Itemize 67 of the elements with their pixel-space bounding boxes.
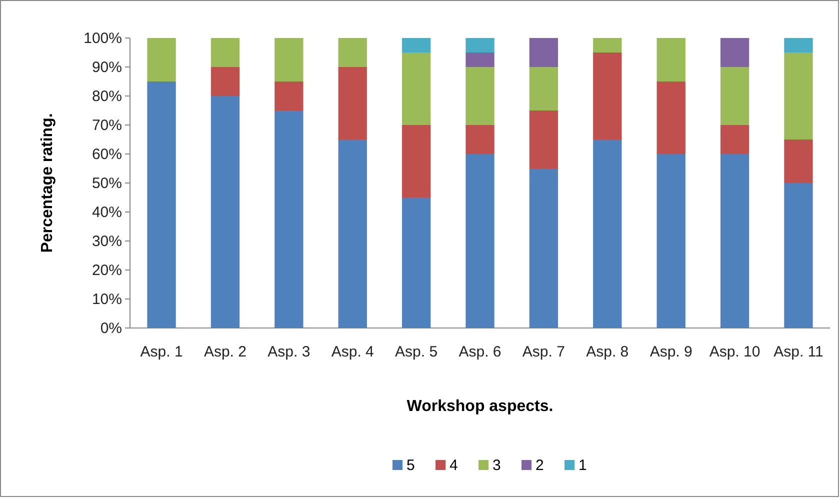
bar bbox=[720, 154, 750, 328]
bar bbox=[784, 140, 813, 183]
legend-label: 4 bbox=[450, 457, 458, 474]
bar bbox=[147, 82, 176, 328]
y-tick-label: 90% bbox=[92, 58, 122, 76]
y-tick-label: 20% bbox=[92, 262, 122, 279]
x-tick-label: Asp. 7 bbox=[522, 344, 565, 361]
legend-label: 2 bbox=[536, 457, 544, 474]
bar bbox=[529, 110, 558, 168]
bar bbox=[466, 52, 494, 67]
legend-label: 1 bbox=[578, 457, 587, 474]
x-tick-label: Asp. 10 bbox=[709, 344, 760, 361]
x-tick-label: Asp. 1 bbox=[140, 344, 183, 361]
bar bbox=[784, 38, 813, 52]
x-tick-label: Asp. 3 bbox=[268, 344, 310, 361]
bar bbox=[656, 154, 686, 328]
x-tick-label: Asp. 11 bbox=[774, 344, 824, 361]
y-axis-title: Percentage rating. bbox=[39, 113, 56, 253]
bar bbox=[720, 125, 750, 154]
bar bbox=[210, 38, 240, 67]
bar bbox=[784, 52, 813, 140]
bar bbox=[656, 82, 686, 154]
bar bbox=[147, 38, 176, 82]
bar bbox=[338, 140, 367, 328]
y-tick-label: 0% bbox=[100, 320, 122, 337]
bar bbox=[529, 38, 558, 67]
legend-label: 5 bbox=[406, 457, 415, 474]
bar bbox=[593, 38, 622, 52]
y-tick-label: 60% bbox=[92, 146, 122, 163]
x-tick-label: Asp. 9 bbox=[650, 344, 692, 361]
bar bbox=[274, 110, 304, 328]
bar bbox=[466, 38, 494, 52]
bar bbox=[338, 67, 367, 140]
bar bbox=[274, 38, 304, 82]
bar bbox=[210, 96, 240, 328]
bar bbox=[720, 67, 750, 125]
x-tick-label: Asp. 8 bbox=[586, 344, 629, 361]
x-tick-label: Asp. 5 bbox=[395, 344, 438, 361]
y-tick-label: 70% bbox=[92, 116, 122, 134]
bar bbox=[466, 125, 494, 154]
y-tick-label: 10% bbox=[92, 290, 122, 308]
x-tick-label: Asp. 6 bbox=[458, 344, 502, 361]
y-tick-label: 50% bbox=[92, 174, 122, 192]
y-tick-label: 40% bbox=[92, 204, 122, 221]
bar bbox=[402, 198, 431, 328]
bar bbox=[402, 52, 431, 125]
bar bbox=[593, 52, 622, 140]
y-tick-label: 100% bbox=[84, 30, 122, 47]
bar bbox=[338, 38, 367, 67]
bar bbox=[466, 154, 494, 328]
bar bbox=[656, 38, 686, 82]
bar bbox=[529, 168, 558, 328]
legend-label: 3 bbox=[492, 457, 501, 474]
bar bbox=[210, 67, 240, 96]
bar bbox=[274, 82, 304, 110]
x-tick-label: Asp. 2 bbox=[204, 344, 246, 361]
bar bbox=[720, 38, 750, 67]
bar bbox=[402, 38, 431, 52]
y-tick-label: 80% bbox=[92, 88, 122, 105]
x-axis-title: Workshop aspects. bbox=[406, 398, 554, 415]
bar bbox=[529, 67, 558, 110]
bar bbox=[784, 183, 813, 328]
bar bbox=[593, 140, 622, 328]
x-tick-label: Asp. 4 bbox=[331, 344, 374, 361]
y-tick-label: 30% bbox=[92, 232, 122, 250]
bar bbox=[466, 67, 494, 125]
bar bbox=[402, 125, 431, 198]
